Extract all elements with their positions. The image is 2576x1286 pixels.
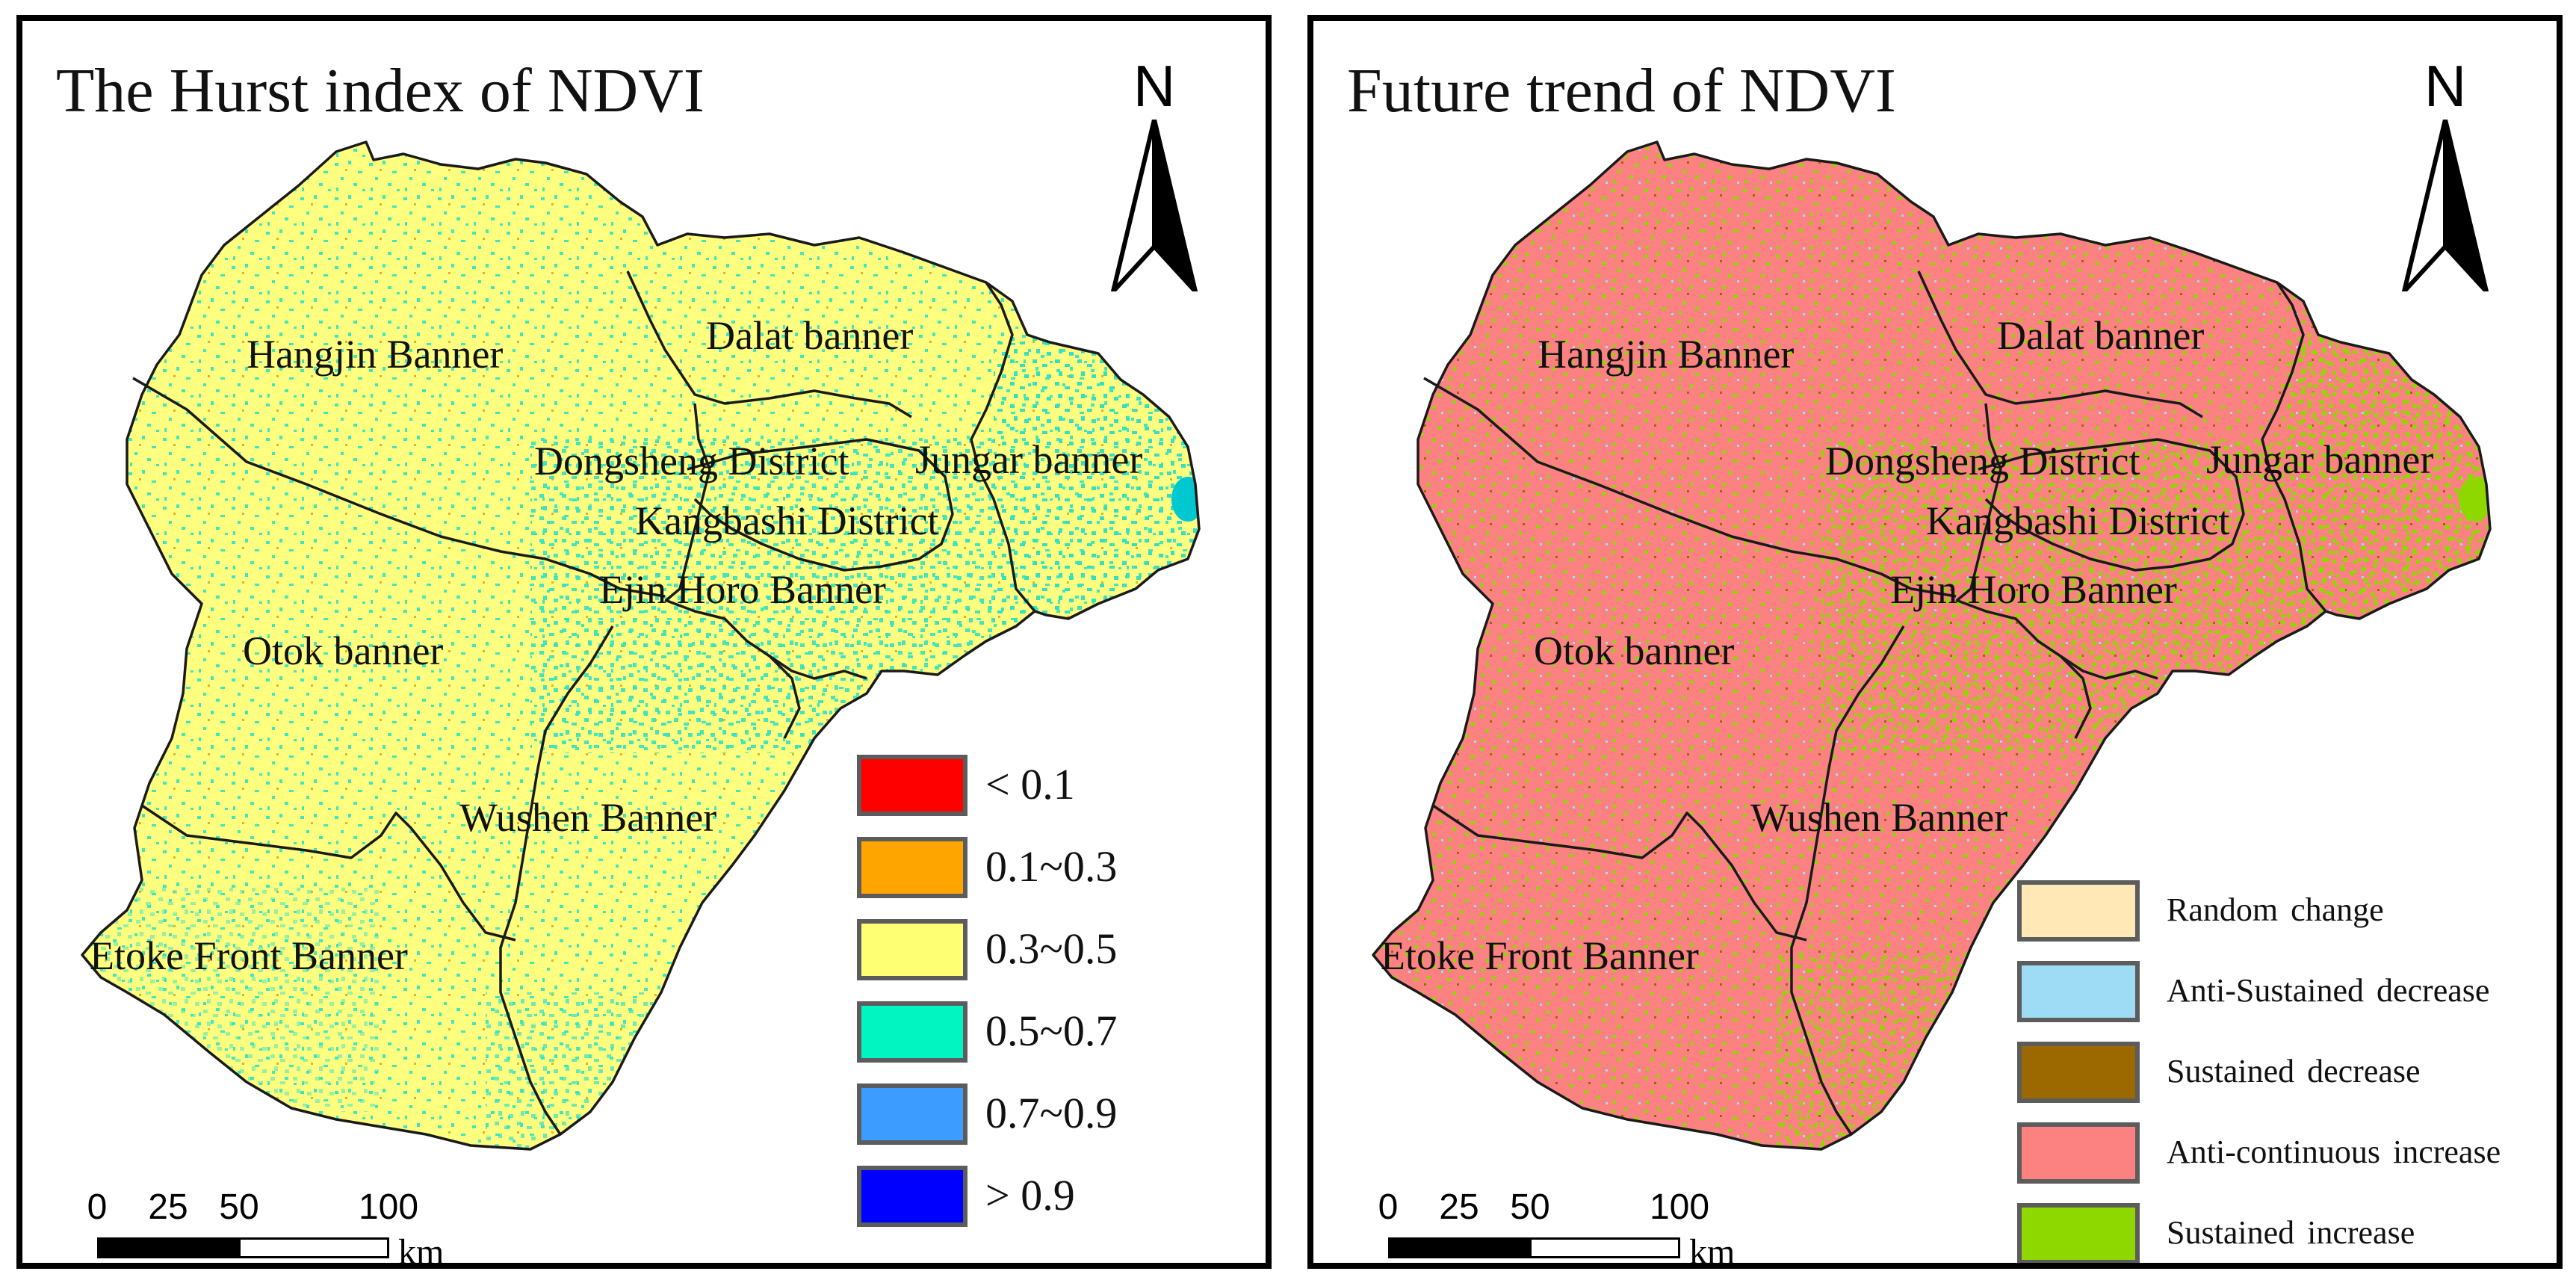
legend-label: 0.1~0.3 [985, 842, 1118, 891]
legend-swatch [857, 919, 967, 980]
legend-label: 0.3~0.5 [985, 924, 1118, 973]
scale-tick: 100 [1649, 1187, 1710, 1227]
scale-bar-white-segment [1529, 1237, 1680, 1258]
scale-tick: 25 [148, 1187, 188, 1227]
region-label-kangbashi: Kangbashi District [635, 498, 939, 543]
scale-bar-black-segment [97, 1237, 241, 1258]
region-label-otok: Otok banner [243, 628, 444, 673]
region-label-hangjin: Hangjin Banner [1538, 332, 1795, 377]
region-label-ejin-horo: Ejin Horo Banner [1890, 567, 2177, 612]
legend-label: > 0.9 [985, 1171, 1075, 1219]
region-label-wushen: Wushen Banner [459, 795, 717, 840]
region-label-wushen: Wushen Banner [1750, 795, 2008, 840]
trend-map-panel: Future trend of NDVI N Hangjin Banner Da… [1307, 15, 2563, 1269]
panel-title: The Hurst index of NDVI [56, 56, 705, 126]
hurst-map [81, 140, 1201, 1151]
region-label-etoke-front: Etoke Front Banner [1381, 933, 1699, 978]
legend-label: 0.7~0.9 [985, 1089, 1118, 1137]
legend-swatch [857, 837, 967, 898]
scale-bar: 0 25 50 100 km [1378, 1187, 1836, 1269]
legend-swatch [2017, 1203, 2140, 1263]
region-label-etoke-front: Etoke Front Banner [90, 933, 408, 978]
scale-unit: km [398, 1232, 445, 1269]
region-label-dongsheng: Dongsheng District [534, 439, 849, 483]
legend-label: 0.5~0.7 [985, 1007, 1118, 1055]
legend-label: Random change [2167, 891, 2384, 928]
north-arrow-icon [1111, 120, 1198, 291]
region-label-ejin-horo: Ejin Horo Banner [599, 567, 886, 612]
legend-swatch [2017, 880, 2140, 942]
panel-title: Future trend of NDVI [1347, 56, 1896, 126]
north-arrow-icon [2402, 120, 2489, 291]
region-label-jungar: Jungar banner [915, 437, 1143, 482]
scale-tick: 50 [219, 1187, 259, 1227]
north-letter: N [1133, 53, 1176, 119]
legend-label: Sustained decrease [2167, 1053, 2421, 1089]
region-label-hangjin: Hangjin Banner [247, 332, 504, 377]
legend-swatch [857, 1083, 967, 1145]
region-label-otok: Otok banner [1534, 628, 1735, 673]
legend-label: Sustained increase [2167, 1214, 2415, 1251]
region-label-kangbashi: Kangbashi District [1926, 498, 2230, 543]
scale-tick: 50 [1510, 1187, 1550, 1227]
legend-label: Anti-Sustained decrease [2167, 972, 2490, 1009]
region-label-jungar: Jungar banner [2206, 437, 2434, 482]
scale-unit: km [1689, 1232, 1736, 1269]
legend-label: < 0.1 [985, 760, 1075, 809]
legend-swatch [857, 755, 967, 816]
scale-bar-white-segment [238, 1237, 389, 1258]
region-label-dalat: Dalat banner [1997, 313, 2205, 358]
north-letter: N [2424, 53, 2467, 119]
legend-swatch [857, 1001, 967, 1063]
north-arrow: N [2389, 52, 2501, 291]
legend-swatch [2017, 1042, 2140, 1103]
scale-tick: 25 [1439, 1187, 1479, 1227]
trend-map [1372, 140, 2492, 1151]
scale-tick: 0 [87, 1187, 108, 1227]
scale-bar-black-segment [1388, 1237, 1532, 1258]
scale-tick: 100 [358, 1187, 419, 1227]
north-arrow: N [1098, 52, 1210, 291]
legend-swatch [857, 1166, 967, 1227]
region-label-dalat: Dalat banner [706, 313, 914, 358]
legend-swatch [2017, 961, 2140, 1022]
hurst-map-panel: The Hurst index of NDVI N Hangjin Banner… [16, 15, 1272, 1269]
region-label-dongsheng: Dongsheng District [1825, 439, 2140, 483]
legend-label: Anti-continuous increase [2167, 1134, 2501, 1170]
legend-swatch [2017, 1122, 2140, 1184]
scale-tick: 0 [1378, 1187, 1399, 1227]
scale-bar: 0 25 50 100 km [87, 1187, 545, 1269]
